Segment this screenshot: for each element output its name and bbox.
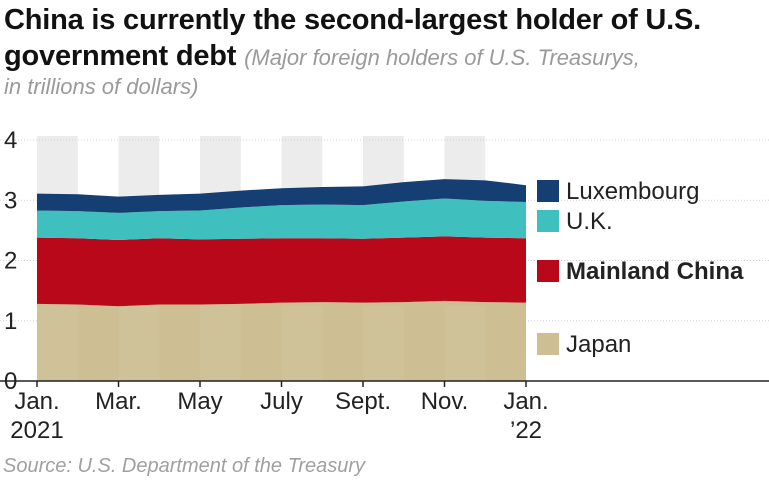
x-tick-label-year: 2021: [10, 417, 63, 444]
legend-swatch: [537, 210, 559, 232]
chart-subtitle-part1: (Major foreign holders of U.S. Treasurys…: [244, 45, 640, 70]
x-tick-label: Nov.: [421, 388, 469, 415]
legend-swatch: [537, 333, 559, 355]
x-tick-label: July: [260, 388, 303, 415]
background-band-overlay: [281, 305, 323, 381]
legend-swatch: [537, 260, 559, 282]
background-band-overlay: [444, 305, 486, 381]
legend-label: U.K.: [566, 208, 613, 235]
background-band-overlay: [363, 305, 404, 381]
x-tick-label: Jan.: [14, 388, 59, 415]
area-japan: [37, 300, 526, 381]
background-band-overlay: [118, 305, 160, 381]
chart-header: China is currently the second-largest ho…: [4, 2, 764, 100]
background-band-overlay: [37, 305, 78, 381]
chart-subtitle-part2: in trillions of dollars): [4, 74, 199, 99]
legend-label: Luxembourg: [566, 178, 699, 205]
chart-title-line1: China is currently the second-largest ho…: [4, 4, 702, 36]
chart-title-line2: government debt: [4, 40, 237, 72]
y-tick-label: 1: [4, 308, 17, 335]
y-tick-label: 0: [4, 368, 17, 395]
legend: Luxembourg U.K. Mainland China Japan: [537, 178, 744, 358]
x-axis: [0, 380, 769, 387]
source-note: Source: U.S. Department of the Treasury: [3, 455, 366, 477]
y-tick-label: 3: [4, 187, 17, 214]
area-series: [37, 179, 526, 381]
x-tick-label: Sept.: [335, 388, 391, 415]
y-tick-label: 4: [4, 127, 17, 154]
x-tick-label-year: ’22: [510, 417, 542, 444]
background-band-overlay: [200, 305, 241, 381]
x-tick-label: Jan.: [503, 388, 548, 415]
legend-swatch: [537, 180, 559, 202]
x-tick-label: May: [177, 388, 222, 415]
x-tick-label: Mar.: [95, 388, 142, 415]
y-tick-label: 2: [4, 248, 17, 275]
area-mainland-china: [37, 236, 526, 307]
chart-title: China is currently the second-largest ho…: [4, 2, 764, 76]
area-luxembourg: [37, 179, 526, 213]
legend-label: Mainland China: [566, 258, 744, 285]
legend-label: Japan: [566, 331, 631, 358]
y-axis-labels: 0 1 2 3 4: [4, 127, 17, 395]
area-u-k-: [37, 198, 526, 241]
